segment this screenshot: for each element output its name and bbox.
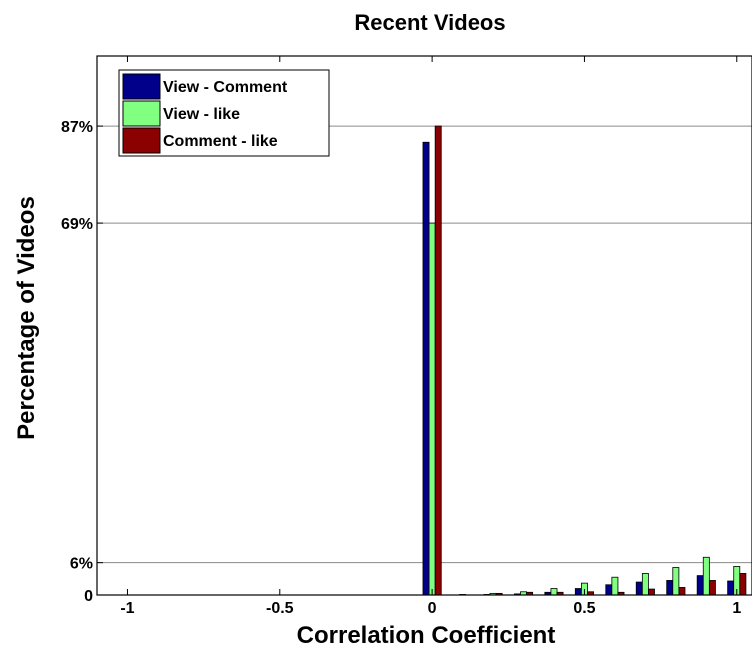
bar <box>641 573 649 596</box>
bar <box>739 573 747 596</box>
x-tick-label: 0 <box>428 600 437 617</box>
legend-label: Comment - like <box>163 133 278 150</box>
y-tick-label: 0 <box>84 588 93 605</box>
bar <box>550 588 558 596</box>
bar <box>434 125 442 596</box>
legend: View - Comment View - like Comment - like <box>118 69 330 157</box>
bar <box>574 588 582 596</box>
legend-swatch <box>122 127 161 154</box>
bar <box>672 567 680 596</box>
bar <box>678 587 686 596</box>
bar <box>605 584 613 596</box>
ticks: 0 6% 69% 87% -1 -0.5 0 0.5 1 <box>61 56 741 617</box>
plot-frame <box>96 55 752 596</box>
legend-label: View - like <box>163 106 240 123</box>
x-tick-label: -0.5 <box>266 600 294 617</box>
x-tick-label: -1 <box>120 600 134 617</box>
bars <box>422 125 747 596</box>
bar <box>611 576 619 596</box>
y-axis-label: Percentage of Videos <box>13 196 40 440</box>
bar <box>727 580 735 596</box>
y-tick-label: 69% <box>61 216 93 233</box>
bar <box>635 581 643 596</box>
bar <box>422 141 430 596</box>
bar <box>666 580 674 596</box>
x-tick-label: 0.5 <box>573 600 595 617</box>
bar <box>708 580 716 596</box>
y-tick-label: 87% <box>61 119 93 136</box>
legend-label: View - Comment <box>163 79 288 96</box>
bar <box>648 588 655 596</box>
legend-swatch <box>122 73 161 100</box>
x-axis-label: Correlation Coefficient <box>297 622 556 645</box>
legend-swatch <box>122 100 161 127</box>
bar <box>702 556 710 596</box>
bar <box>428 222 436 596</box>
chart-title: Recent Videos <box>354 10 505 35</box>
y-tick-label: 6% <box>70 556 93 573</box>
bar <box>696 575 704 596</box>
x-tick-label: 1 <box>732 600 741 617</box>
